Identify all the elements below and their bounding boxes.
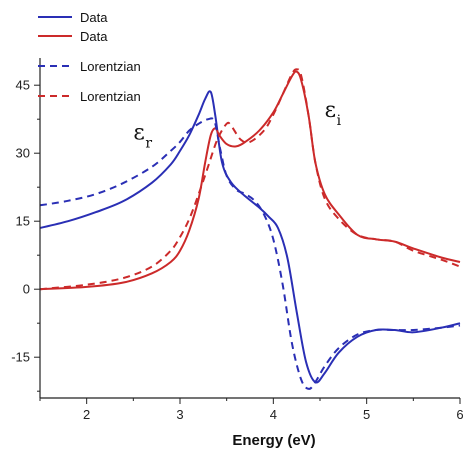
y-tick-label: 15 (16, 214, 30, 229)
series-line-lorentzian-red (39, 68, 461, 291)
annotation-epsilon-r: ε (133, 121, 144, 146)
plot-lines (39, 68, 461, 390)
legend-label: Lorentzian (80, 89, 141, 104)
x-tick-label: 6 (456, 407, 463, 422)
y-tick-label: 30 (16, 146, 30, 161)
x-tick-label: 4 (270, 407, 277, 422)
legend-label: Lorentzian (80, 59, 141, 74)
annotation-epsilon-i: ε (325, 98, 336, 123)
x-tick-label: 3 (176, 407, 183, 422)
series-line-lorentzian-blue (39, 117, 461, 390)
y-tick-label: 45 (16, 78, 30, 93)
annotations: ε rε i (133, 98, 341, 152)
series-line-data-red (39, 70, 461, 291)
annotation-subscript: r (145, 136, 152, 152)
x-tick-label: 5 (363, 407, 370, 422)
legend-label: Data (80, 29, 108, 44)
x-tick-label: 2 (83, 407, 90, 422)
x-axis-label: Energy (eV) (232, 432, 315, 449)
y-tick-label: -15 (11, 350, 30, 365)
series-line-data-blue (39, 90, 461, 384)
legend: Data Data Lorentzian Lorentzian (38, 10, 141, 104)
y-tick-label: 0 (23, 282, 30, 297)
legend-label: Data (80, 10, 108, 25)
annotation-subscript: i (337, 113, 342, 129)
